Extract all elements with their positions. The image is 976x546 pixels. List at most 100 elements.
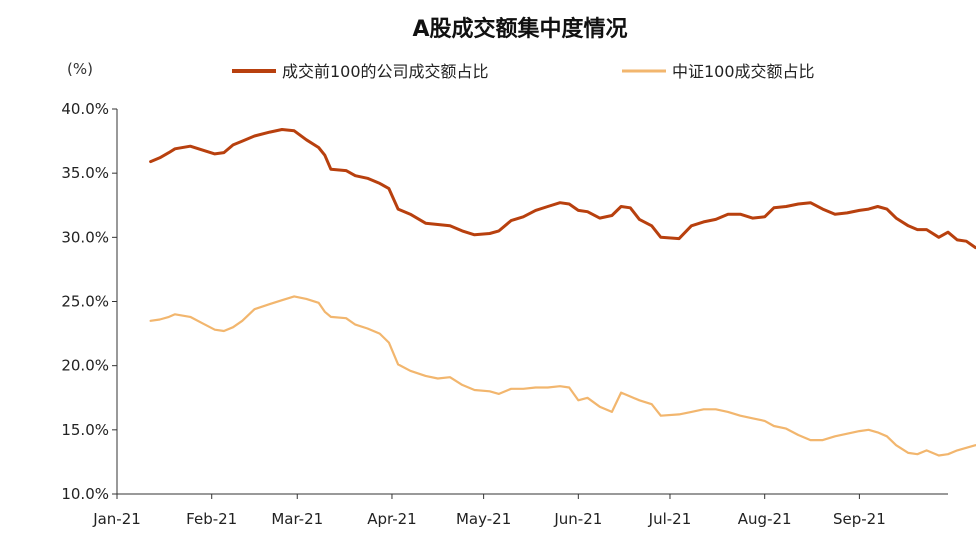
data-point (232, 326, 234, 328)
data-point (241, 140, 243, 142)
data-point (330, 168, 332, 170)
data-point (168, 152, 170, 154)
y-tick-label: 30.0% (61, 228, 109, 246)
data-point (611, 411, 613, 413)
data-point (797, 203, 799, 205)
data-point (868, 429, 870, 431)
x-axis: Jan-21 Feb-21 Mar-21 Apr-21 May-21 Jun-21 Jul-… (92, 493, 948, 528)
data-point (577, 209, 579, 211)
data-point (305, 139, 307, 141)
data-point (773, 425, 775, 427)
data-point (559, 385, 561, 387)
data-point (715, 218, 717, 220)
y-axis: 10.0% 15.0% 20.0% 25.0% 30.0% 35.0% 40.0% (61, 100, 118, 503)
data-point (318, 302, 320, 304)
data-point (886, 208, 888, 210)
data-point (858, 209, 861, 211)
data-point (599, 217, 601, 219)
data-point (727, 411, 729, 413)
data-point (620, 392, 622, 394)
data-point (785, 428, 787, 430)
data-point (956, 239, 958, 241)
series-line-1 (149, 128, 976, 250)
data-point (461, 384, 463, 386)
data-point (253, 308, 256, 310)
data-point (305, 298, 307, 300)
data-point (354, 175, 356, 177)
data-point (926, 229, 928, 231)
data-point (678, 238, 680, 240)
y-tick-label: 15.0% (61, 421, 109, 439)
legend: 成交前100的公司成交额占比 中证100成交额占比 (232, 62, 815, 81)
data-point (568, 203, 570, 205)
data-point (522, 216, 524, 218)
data-point (916, 453, 919, 455)
data-point (773, 207, 775, 209)
data-point (489, 390, 491, 392)
data-point (324, 154, 326, 156)
data-point (535, 209, 537, 211)
data-point (577, 399, 579, 401)
data-point (586, 211, 589, 213)
data-point (510, 220, 512, 222)
series-line-2 (149, 295, 976, 457)
x-tick-label: Jul-21 (648, 510, 692, 528)
data-point (388, 188, 390, 190)
data-point (895, 217, 897, 219)
data-point (201, 149, 204, 151)
data-point (201, 322, 204, 324)
data-point (868, 208, 870, 210)
data-point (620, 205, 622, 208)
data-point (965, 240, 967, 242)
data-point (907, 225, 909, 227)
data-point (877, 431, 879, 433)
data-point (678, 413, 680, 415)
data-point (568, 386, 570, 389)
data-point (895, 444, 897, 446)
data-point (703, 408, 705, 410)
x-tick-label: Apr-21 (367, 510, 417, 528)
y-tick-label: 35.0% (61, 164, 109, 182)
data-point (947, 231, 949, 233)
data-point (379, 182, 381, 184)
data-point (409, 213, 411, 215)
data-point (409, 370, 411, 372)
data-point (449, 376, 451, 378)
data-point (822, 208, 824, 210)
data-point (751, 417, 754, 419)
data-point (174, 148, 176, 150)
data-point (522, 388, 524, 390)
y-tick-label: 25.0% (61, 293, 109, 311)
data-point (223, 152, 225, 154)
data-point (174, 313, 176, 315)
data-point (947, 453, 949, 455)
series-points-2 (150, 295, 976, 457)
data-point (223, 330, 225, 332)
data-point (846, 212, 848, 214)
data-point (461, 230, 463, 232)
data-point (449, 225, 451, 227)
data-point (916, 229, 919, 231)
data-point (150, 320, 152, 322)
data-point (189, 316, 191, 318)
data-point (727, 213, 729, 215)
data-point (437, 377, 439, 380)
data-point (629, 395, 631, 398)
data-point (858, 430, 861, 432)
data-point (214, 329, 216, 331)
data-point (764, 420, 766, 422)
data-point (690, 411, 693, 413)
x-tick-label: Jan-21 (92, 510, 141, 528)
data-point (660, 236, 662, 238)
legend-label-series-1: 成交前100的公司成交额占比 (282, 62, 489, 81)
x-tick-label: Mar-21 (271, 510, 323, 528)
data-point (599, 406, 601, 408)
y-axis-unit-label: (%) (67, 60, 93, 78)
data-point (535, 386, 537, 389)
data-point (473, 234, 476, 236)
data-point (651, 403, 653, 405)
data-point (809, 202, 812, 204)
data-point (907, 452, 909, 454)
data-point (397, 208, 399, 210)
